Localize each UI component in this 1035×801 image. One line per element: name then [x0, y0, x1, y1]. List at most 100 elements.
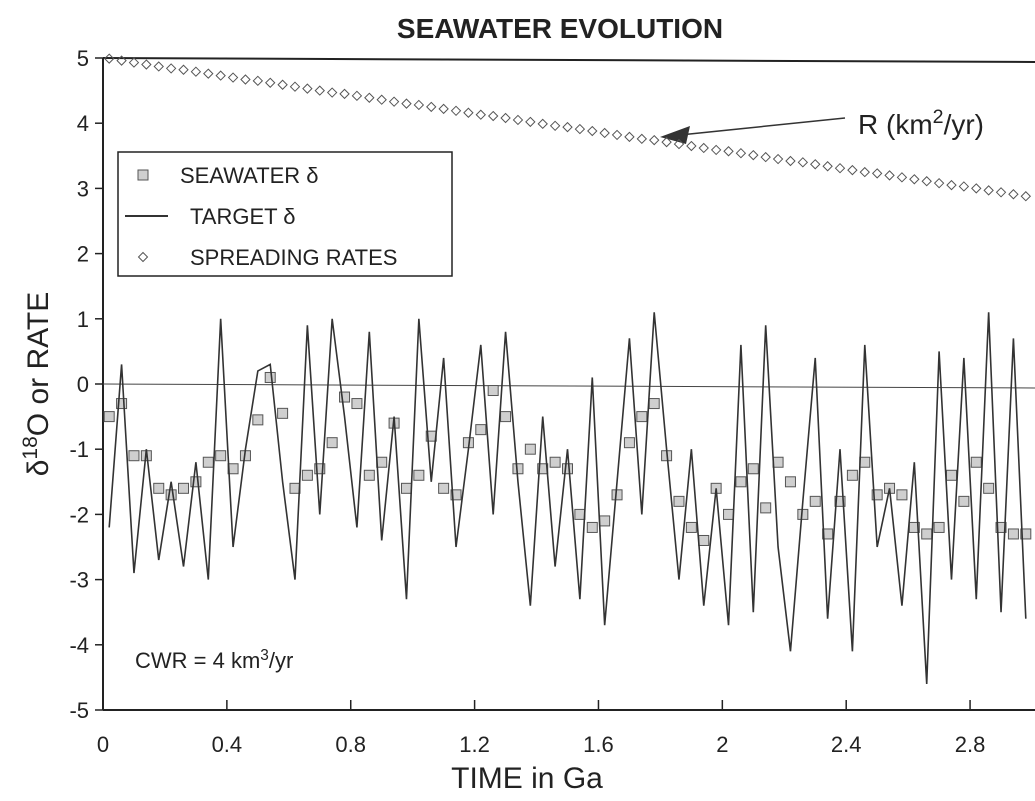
text-part: R (km	[858, 109, 933, 140]
diamond-marker	[723, 146, 734, 157]
diamond-marker	[265, 77, 276, 88]
legend-label: TARGET δ	[190, 204, 296, 229]
text-part: /yr)	[944, 109, 984, 140]
square-marker	[822, 528, 834, 540]
diamond-marker	[401, 98, 412, 109]
diamond-marker	[203, 68, 214, 79]
diamond-marker	[500, 112, 511, 124]
square-marker	[735, 476, 747, 488]
diamond-marker	[413, 99, 425, 111]
square-marker	[549, 456, 561, 468]
square-marker	[1007, 528, 1019, 540]
text-part: /yr	[269, 648, 293, 673]
square-marker	[487, 385, 499, 397]
diamond-marker	[178, 64, 189, 75]
square-marker	[1020, 528, 1032, 540]
diamond-marker	[302, 83, 313, 94]
text-part: 18	[19, 436, 42, 459]
diamond-marker	[165, 63, 177, 74]
diamond-marker	[933, 177, 945, 189]
text-part: O or RATE	[22, 292, 55, 436]
square-marker	[574, 508, 586, 520]
diamond-marker	[921, 176, 932, 187]
diamond-marker	[673, 138, 685, 150]
text-part: CWR = 4 km	[135, 648, 260, 673]
diamond-marker	[971, 183, 982, 194]
diamond-marker	[128, 57, 140, 68]
y-tick-label: -1	[69, 437, 89, 462]
diamond-marker	[376, 94, 387, 105]
diamond-marker	[661, 136, 672, 148]
x-tick-label: 2	[716, 732, 728, 757]
y-axis-label: δ18O or RATE	[19, 292, 56, 477]
square-marker	[896, 489, 908, 501]
y-tick-label: -4	[69, 633, 89, 658]
diamond-marker	[525, 116, 536, 128]
plot-frame-top	[102, 57, 1035, 63]
square-marker	[970, 456, 982, 468]
square-marker	[945, 469, 957, 481]
diamond-marker	[834, 162, 846, 174]
y-tick-label: 5	[77, 46, 89, 71]
square-marker	[760, 502, 772, 514]
square-marker	[339, 391, 351, 403]
square-marker	[846, 469, 858, 481]
diamond-marker	[884, 170, 895, 181]
square-marker	[871, 489, 883, 501]
diamond-marker	[438, 103, 449, 115]
diamond-marker	[103, 53, 115, 64]
diamond-marker	[153, 61, 164, 72]
square-marker	[673, 495, 685, 507]
diamond-marker	[549, 120, 561, 132]
square-marker	[648, 398, 660, 410]
diamond-marker	[995, 187, 1007, 198]
square-marker	[376, 456, 388, 468]
x-tick-label: 1.6	[583, 732, 614, 757]
y-tick-label: -2	[69, 502, 89, 527]
diamond-marker	[587, 125, 598, 137]
square-marker	[524, 443, 536, 455]
square-marker	[611, 489, 623, 501]
y-tick-label: 1	[77, 307, 89, 332]
diamond-marker	[710, 144, 722, 156]
diamond-marker	[277, 79, 288, 90]
square-marker	[301, 469, 313, 481]
square-marker	[772, 456, 784, 468]
x-tick-label: 0	[97, 732, 109, 757]
x-axis-label: TIME in Ga	[451, 762, 603, 795]
diamond-marker	[871, 168, 883, 179]
square-marker	[400, 482, 412, 494]
x-tick-label: 0.4	[212, 732, 243, 757]
legend-box	[117, 151, 453, 277]
diamond-marker	[227, 72, 239, 83]
annotation: R (km2/yr)	[858, 106, 984, 140]
annotation-arrowhead	[660, 126, 690, 144]
square-marker	[137, 169, 149, 181]
square-marker	[834, 495, 846, 507]
square-marker	[128, 450, 140, 462]
y-tick-label: -3	[69, 568, 89, 593]
diamond-marker	[364, 92, 375, 103]
diamond-marker	[686, 140, 697, 152]
square-marker	[116, 398, 128, 410]
diamond-marker	[426, 101, 437, 113]
diamond-marker	[463, 107, 474, 118]
diamond-marker	[772, 153, 784, 165]
square-marker	[153, 482, 165, 494]
diamond-marker	[574, 123, 586, 135]
diamond-marker	[909, 174, 920, 185]
square-marker	[165, 489, 177, 501]
y-tick-label: 0	[77, 372, 89, 397]
text-part: 2	[933, 106, 944, 128]
x-tick-label: 2.4	[831, 732, 862, 757]
square-marker	[500, 411, 512, 423]
diamond-marker	[611, 129, 623, 141]
y-tick-label: 2	[77, 242, 89, 267]
square-marker	[562, 463, 573, 475]
diamond-marker	[562, 121, 573, 133]
diamond-marker	[537, 118, 548, 130]
text-part: 3	[260, 647, 269, 664]
diamond-marker	[859, 166, 870, 178]
